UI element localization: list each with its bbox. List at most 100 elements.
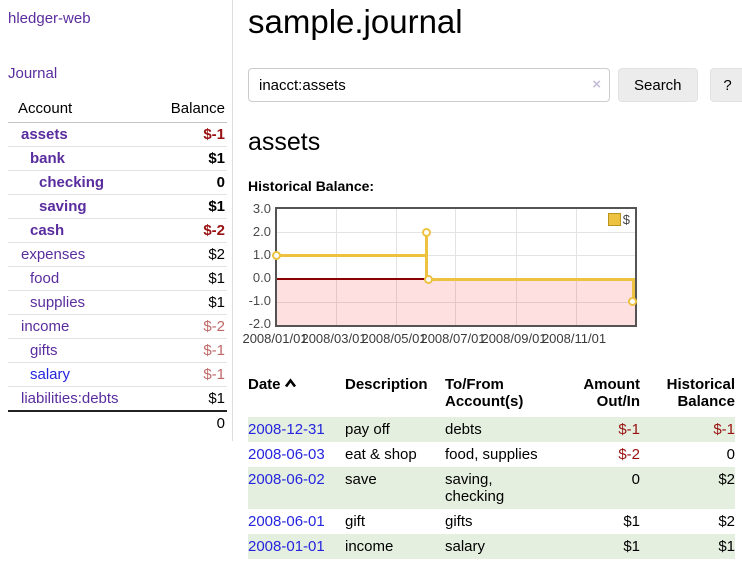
account-row: gifts $-1 [8, 338, 227, 363]
account-row: supplies $1 [8, 290, 227, 315]
gridline [277, 255, 635, 256]
tx-date-link[interactable]: 2008-01-01 [248, 538, 325, 555]
historical-balance-chart: 3.0 2.0 1.0 0.0 -1.0 -2.0 [242, 201, 728, 349]
account-row: food $1 [8, 266, 227, 291]
data-point-marker [272, 251, 281, 260]
search-button[interactable]: Search [618, 68, 698, 102]
legend-swatch-icon [607, 213, 621, 226]
series-line-segment [277, 254, 428, 257]
account-link-income[interactable]: income [21, 318, 70, 335]
transaction-row: 2008-01-01 income salary $1 $1 [248, 534, 735, 559]
sidebar-item-journal[interactable]: Journal [8, 65, 58, 82]
tx-balance: $1 [640, 534, 735, 559]
account-balance: $-2 [153, 218, 227, 243]
y-tick-label: 2.0 [252, 224, 271, 239]
account-link-assets[interactable]: assets [21, 126, 68, 143]
accounts-total-row: 0 [8, 410, 227, 435]
tx-description: gift [345, 513, 366, 530]
gridline [277, 232, 635, 233]
tx-balance: $2 [718, 513, 735, 530]
account-row: bank $1 [8, 146, 227, 171]
tx-accounts: food, supplies [445, 446, 538, 463]
search-form: × Search ? [248, 68, 742, 102]
tx-date-link[interactable]: 2008-06-02 [248, 471, 325, 488]
y-tick-label: 0.0 [252, 270, 271, 285]
account-row: checking 0 [8, 170, 227, 195]
tx-description: pay off [345, 417, 445, 442]
account-heading: assets [248, 128, 321, 156]
tx-header-date[interactable]: Date [248, 374, 345, 417]
x-tick-label: 2008/09/01 [481, 331, 547, 346]
tx-balance: $2 [640, 467, 735, 509]
tx-header-description: Description [345, 376, 428, 393]
clear-search-icon[interactable]: × [592, 76, 601, 93]
search-input[interactable] [248, 68, 610, 102]
data-point-marker [422, 228, 431, 237]
account-row: income $-2 [8, 314, 227, 339]
tx-description: eat & shop [345, 446, 417, 463]
tx-header-accounts: To/From Account(s) [445, 376, 524, 410]
account-balance: $1 [153, 146, 227, 171]
account-link-liabilities-debts[interactable]: liabilities:debts [21, 390, 119, 407]
tx-amount: $-1 [555, 417, 640, 442]
tx-accounts: salary [445, 534, 555, 559]
transaction-row: 2008-12-31 pay off debts $-1 $-1 [248, 417, 735, 442]
tx-balance: 0 [726, 446, 735, 463]
account-link-bank[interactable]: bank [30, 150, 66, 167]
account-row: salary $-1 [8, 362, 227, 387]
account-balance: $1 [153, 290, 227, 315]
tx-date-link[interactable]: 2008-06-03 [248, 446, 325, 463]
gridline [336, 209, 337, 325]
accounts-header-account: Account [8, 100, 154, 123]
gridline [396, 209, 397, 325]
x-tick-label: 2008/11/01 [541, 331, 607, 346]
sidebar: hledger-web Journal Account Balance asse… [0, 0, 233, 441]
x-tick-label: 2008/03/01 [301, 331, 367, 346]
account-balance: $2 [153, 242, 227, 267]
help-button[interactable]: ? [709, 68, 742, 102]
sort-ascending-icon [284, 376, 297, 393]
x-tick-label: 2008/01/01 [242, 331, 308, 346]
y-tick-label: 3.0 [252, 201, 271, 216]
y-tick-label: 1.0 [252, 247, 271, 262]
account-link-gifts[interactable]: gifts [30, 342, 58, 359]
app-title-link[interactable]: hledger-web [8, 10, 91, 27]
account-balance: 0 [153, 170, 227, 195]
tx-accounts: saving, checking [445, 467, 555, 509]
account-balance: $1 [153, 194, 227, 219]
account-link-food[interactable]: food [30, 270, 60, 287]
y-tick-label: -1.0 [248, 293, 271, 308]
accounts-total-value: 0 [153, 410, 227, 435]
tx-date-link[interactable]: 2008-12-31 [248, 421, 325, 438]
tx-header-balance: Historical Balance [666, 376, 735, 410]
tx-description: save [345, 467, 445, 509]
series-line-segment [632, 278, 635, 305]
tx-amount: 0 [555, 467, 640, 509]
account-link-salary[interactable]: salary [30, 366, 71, 383]
main-content: sample.journal × Search ? assets Histori… [233, 0, 742, 559]
account-link-expenses[interactable]: expenses [21, 246, 86, 263]
account-balance: $-1 [153, 338, 227, 363]
data-point-marker [628, 297, 637, 306]
account-link-cash[interactable]: cash [30, 222, 65, 239]
account-link-checking[interactable]: checking [39, 174, 105, 191]
account-balance: $-1 [153, 362, 227, 387]
tx-amount: $1 [555, 534, 640, 559]
account-balance: $-1 [203, 126, 225, 143]
series-line-segment [425, 278, 635, 281]
y-tick-label: -2.0 [248, 316, 271, 331]
legend-label: $ [622, 212, 630, 227]
tx-header-amount: Amount Out/In [583, 376, 640, 410]
gridline [455, 209, 456, 325]
x-tick-label: 2008/05/01 [361, 331, 427, 346]
data-point-marker [424, 275, 433, 284]
account-link-supplies[interactable]: supplies [30, 294, 86, 311]
account-link-saving[interactable]: saving [39, 198, 87, 215]
tx-amount: $-2 [618, 446, 640, 463]
account-balance: $-2 [153, 314, 227, 339]
page: hledger-web Journal Account Balance asse… [0, 0, 742, 559]
chart-legend: $ [607, 212, 630, 227]
transaction-row: 2008-06-01 gift gifts $1 $2 [248, 509, 735, 534]
tx-date-link[interactable]: 2008-06-01 [248, 513, 325, 530]
account-row: expenses $2 [8, 242, 227, 267]
